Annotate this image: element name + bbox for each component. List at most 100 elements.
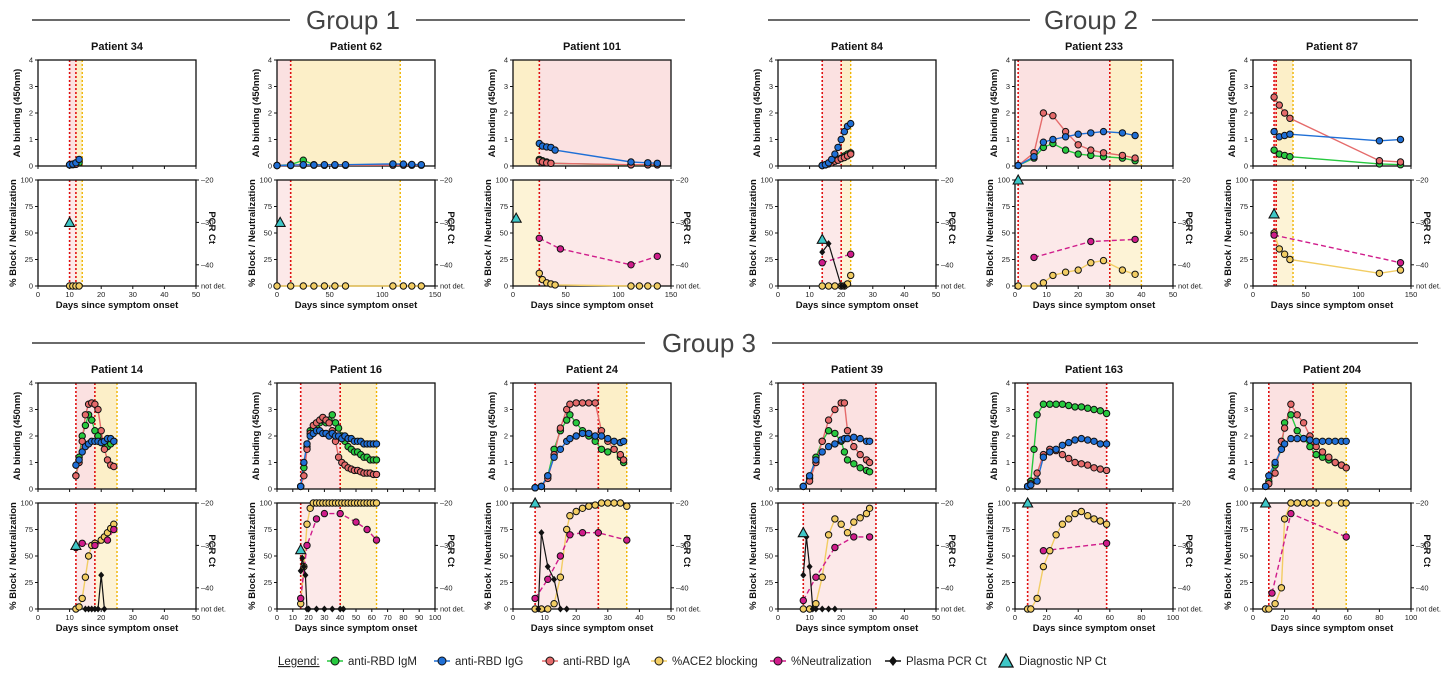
y-tick-label: 100: [1235, 499, 1248, 508]
x-tick-label: 70: [383, 613, 391, 622]
neutralization-point: [594, 529, 602, 537]
y-tick-label: 0: [769, 282, 773, 291]
x-tick-label: 50: [352, 613, 360, 622]
ace2-point: [78, 594, 86, 603]
ace2-point: [310, 282, 318, 290]
iga-point: [91, 400, 99, 408]
y-tick-label: 1: [268, 135, 272, 144]
pcr-point: [299, 554, 306, 562]
ace2-point: [1030, 282, 1038, 290]
igg-point: [619, 437, 628, 445]
y-tick-label: 25: [264, 255, 272, 264]
pcr-point: [297, 567, 304, 575]
x-axis-label: Days since symptom onset: [295, 623, 418, 634]
y-tick-label: 50: [765, 229, 773, 238]
igm-point: [1293, 427, 1301, 435]
y-tick-label: 50: [1002, 552, 1010, 561]
iga-point: [1280, 424, 1289, 432]
legend-swatch-marker: [889, 656, 897, 666]
neutralization-point: [78, 539, 86, 547]
x-tick-label: 0: [1013, 613, 1017, 622]
ace2-point: [1342, 499, 1350, 507]
igg-point: [610, 437, 618, 445]
x-tick-label: 10: [289, 613, 297, 622]
y-tick-label: 50: [500, 229, 508, 238]
y-tick-label: 25: [500, 255, 508, 264]
ace2-point: [1074, 266, 1082, 274]
y-tick-label: 3: [504, 82, 508, 91]
x-tick-label: 0: [1251, 613, 1255, 622]
iga-point: [1077, 460, 1086, 468]
y-tick-label: 3: [1006, 82, 1010, 91]
y-tick-label: 75: [264, 525, 272, 534]
ct-tick-label: –30: [201, 218, 214, 227]
x-tick-label: 10: [805, 613, 813, 622]
igg-point: [531, 484, 539, 492]
igg-point: [1090, 437, 1098, 445]
right-y-axis-label: PCR Ct: [206, 534, 217, 568]
igm-point: [840, 448, 849, 456]
ct-tick-label: –40: [676, 260, 689, 269]
ct-tick-label: –40: [201, 583, 214, 592]
ace2-point: [1096, 517, 1105, 525]
igg-point: [1046, 448, 1054, 456]
shade-region: [598, 503, 627, 609]
igg-point: [1287, 434, 1295, 443]
iga-point: [831, 405, 839, 414]
x-tick-label: 50: [561, 290, 569, 299]
ct-tick-label: –30: [1178, 541, 1191, 550]
x-tick-label: 10: [805, 290, 813, 299]
ct-tick-label: –40: [1178, 260, 1191, 269]
y-tick-label: 75: [765, 525, 773, 534]
iga-point: [81, 411, 90, 419]
panel-title: Patient 62: [330, 41, 382, 53]
ct-tick-label: not det.: [941, 282, 966, 291]
igg-point: [1293, 434, 1301, 443]
igm-point: [1286, 153, 1294, 161]
bottom-y-axis-label: % Block / Neutralization: [748, 502, 759, 610]
iga-point: [1099, 149, 1108, 157]
igm-point: [1270, 146, 1278, 154]
panel-patient-62: Patient 62 0 1 2 3 4 0 25 50 75 100 –20 –30 –40 not de…: [247, 41, 465, 311]
iga-point: [1270, 93, 1278, 101]
ct-tick-label: –20: [1178, 499, 1191, 508]
y-tick-label: 0: [29, 605, 33, 614]
y-tick-label: 2: [1006, 109, 1010, 118]
neutralization-point: [372, 536, 381, 544]
ace2-point: [372, 499, 381, 507]
ace2-point: [856, 514, 864, 522]
igg-point: [1102, 440, 1111, 448]
legend-swatch-marker: [330, 656, 340, 666]
legend-item: anti-RBD IgA: [542, 656, 630, 668]
x-tick-label: 20: [1042, 613, 1050, 622]
np-ct-point: [294, 543, 307, 555]
ct-tick-label: –20: [941, 176, 954, 185]
y-tick-label: 25: [1240, 255, 1248, 264]
ace2-point: [1275, 245, 1284, 253]
igg-point: [297, 482, 305, 491]
y-tick-label: 100: [495, 176, 508, 185]
ace2-point: [1312, 499, 1320, 507]
neutralization-point: [578, 529, 587, 537]
y-tick-label: 2: [268, 109, 272, 118]
right-y-axis-label: PCR Ct: [681, 211, 692, 245]
neutralization-point: [627, 261, 635, 269]
np-ct-point: [816, 233, 829, 244]
x-tick-label: 10: [1042, 290, 1050, 299]
x-tick-label: 20: [304, 613, 312, 622]
shade-region: [513, 60, 540, 166]
ace2-point: [1084, 512, 1092, 520]
bottom-y-axis-label: % Block / Neutralization: [985, 179, 996, 287]
y-tick-label: 25: [264, 578, 272, 587]
pcr-point: [831, 605, 838, 613]
x-tick-label: 10: [65, 613, 73, 622]
x-axis-label: Days since symptom onset: [295, 300, 418, 311]
iga-point: [1287, 400, 1295, 408]
ct-tick-label: –30: [201, 541, 214, 550]
neutralization-line: [802, 536, 870, 601]
ct-tick-label: –30: [440, 541, 453, 550]
legend-item: %ACE2 blocking: [651, 656, 758, 668]
ace2-line: [1018, 259, 1136, 287]
y-tick-label: 4: [504, 56, 508, 65]
